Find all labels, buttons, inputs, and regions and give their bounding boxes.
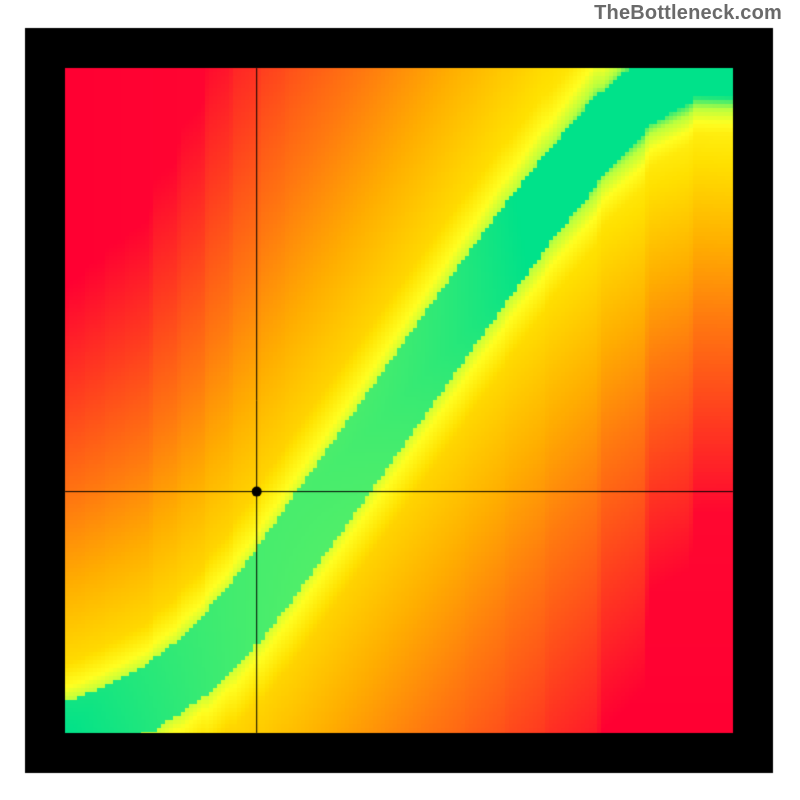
crosshair-overlay [0,0,800,800]
chart-container: TheBottleneck.com [0,0,800,800]
watermark-label: TheBottleneck.com [594,2,782,25]
